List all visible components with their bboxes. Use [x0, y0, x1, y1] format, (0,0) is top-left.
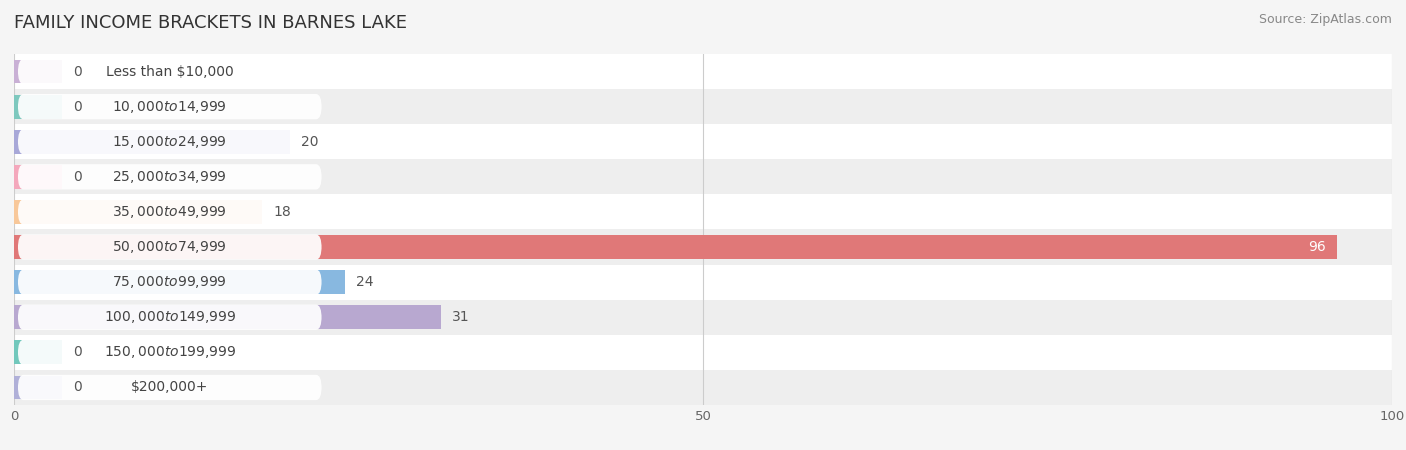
Bar: [14, 230, 1392, 265]
FancyBboxPatch shape: [18, 234, 322, 260]
Text: 20: 20: [301, 135, 318, 149]
Bar: [14, 375, 62, 400]
Text: $75,000 to $99,999: $75,000 to $99,999: [112, 274, 228, 290]
Bar: [14, 305, 441, 329]
FancyBboxPatch shape: [18, 375, 322, 400]
Text: $15,000 to $24,999: $15,000 to $24,999: [112, 134, 228, 150]
Bar: [14, 165, 62, 189]
Text: 0: 0: [73, 170, 82, 184]
Text: 0: 0: [73, 64, 82, 79]
Text: FAMILY INCOME BRACKETS IN BARNES LAKE: FAMILY INCOME BRACKETS IN BARNES LAKE: [14, 14, 408, 32]
Bar: [14, 200, 262, 224]
Text: $100,000 to $149,999: $100,000 to $149,999: [104, 309, 236, 325]
Bar: [14, 270, 344, 294]
Text: $10,000 to $14,999: $10,000 to $14,999: [112, 99, 228, 115]
FancyBboxPatch shape: [18, 164, 322, 189]
FancyBboxPatch shape: [18, 270, 322, 295]
Text: $150,000 to $199,999: $150,000 to $199,999: [104, 344, 236, 360]
Text: 0: 0: [73, 345, 82, 360]
FancyBboxPatch shape: [18, 199, 322, 225]
Text: $50,000 to $74,999: $50,000 to $74,999: [112, 239, 228, 255]
Text: Less than $10,000: Less than $10,000: [105, 64, 233, 79]
Text: 18: 18: [273, 205, 291, 219]
FancyBboxPatch shape: [18, 94, 322, 119]
Text: Source: ZipAtlas.com: Source: ZipAtlas.com: [1258, 14, 1392, 27]
Text: $25,000 to $34,999: $25,000 to $34,999: [112, 169, 228, 185]
Bar: [14, 194, 1392, 230]
FancyBboxPatch shape: [18, 129, 322, 154]
Bar: [14, 130, 290, 154]
Bar: [14, 370, 1392, 405]
Bar: [14, 59, 62, 84]
Text: $200,000+: $200,000+: [131, 380, 208, 395]
Bar: [14, 94, 62, 119]
Bar: [14, 340, 62, 364]
Text: $35,000 to $49,999: $35,000 to $49,999: [112, 204, 228, 220]
FancyBboxPatch shape: [18, 59, 322, 84]
Bar: [14, 159, 1392, 194]
FancyBboxPatch shape: [18, 340, 322, 365]
Text: 0: 0: [73, 99, 82, 114]
Bar: [14, 300, 1392, 335]
Bar: [14, 335, 1392, 370]
Text: 24: 24: [356, 275, 373, 289]
Bar: [14, 54, 1392, 89]
Text: 96: 96: [1308, 240, 1326, 254]
FancyBboxPatch shape: [18, 305, 322, 330]
Bar: [14, 89, 1392, 124]
Bar: [14, 235, 1337, 259]
Bar: [14, 124, 1392, 159]
Text: 0: 0: [73, 380, 82, 395]
Bar: [14, 265, 1392, 300]
Text: 31: 31: [453, 310, 470, 324]
